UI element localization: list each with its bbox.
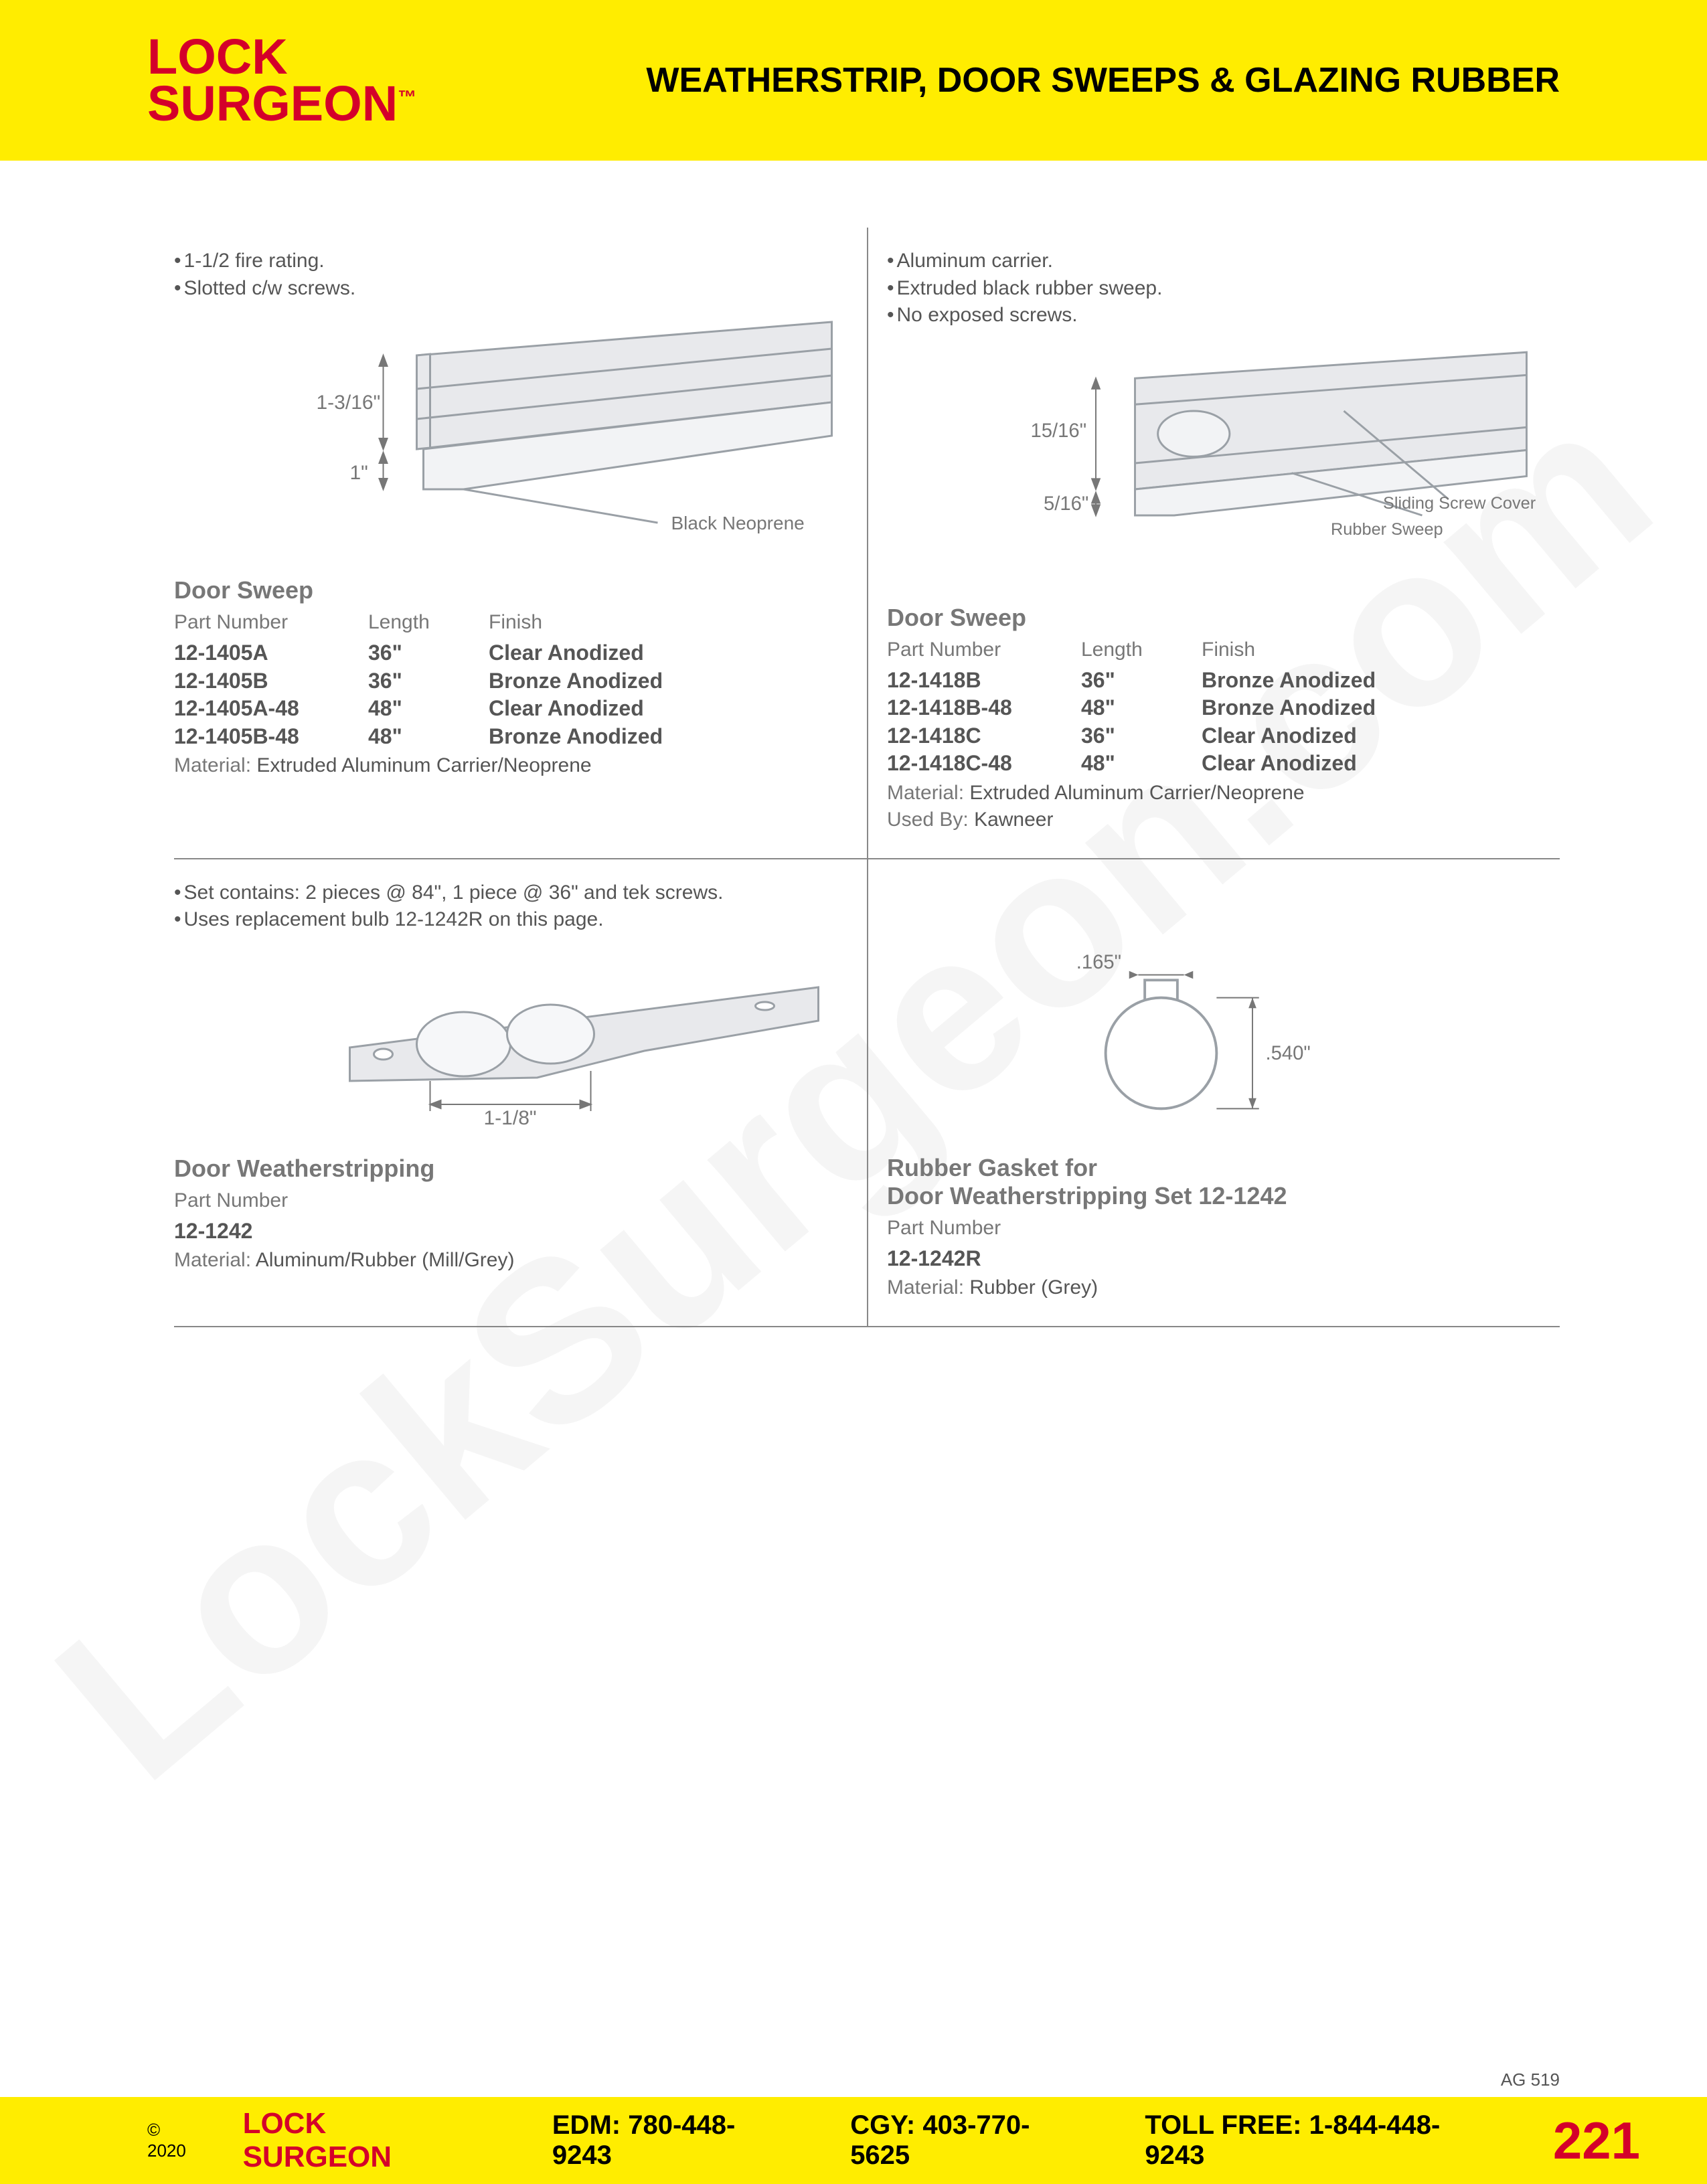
svg-text:1": 1" [350,462,368,484]
weatherstripping-diagram: 1-1/8" [174,947,847,1135]
brand-logo: LOCK SURGEON™ [147,33,416,128]
table-row: 12-1242R [887,1245,1540,1273]
product-bullets: Set contains: 2 pieces @ 84", 1 piece @ … [174,879,847,934]
material-line: Material: Extruded Aluminum Carrier/Neop… [174,754,847,777]
svg-text:Black Neoprene: Black Neoprene [671,513,805,533]
svg-text:.165": .165" [1076,952,1121,973]
bullet: Slotted c/w screws. [174,275,847,303]
page-number: 221 [1553,2110,1640,2171]
table-row: 12-1418B36"Bronze Anodized [887,667,1540,695]
bullet: No exposed screws. [887,302,1540,329]
vertical-divider [867,228,868,858]
page-header: LOCK SURGEON™ WEATHERSTRIP, DOOR SWEEPS … [0,0,1707,161]
door-sweep-diagram: 15/16" 5/16" Sliding Screw Cover Rubber … [887,343,1540,584]
table-header: Part Number Length Finish [887,639,1540,661]
table-row: 12-1418C-4848"Clear Anodized [887,750,1540,778]
bullet: 1-1/2 fire rating. [174,248,847,275]
vertical-divider [867,859,868,1327]
bullet: Set contains: 2 pieces @ 84", 1 piece @ … [174,879,847,907]
footer-cgy: CGY: 403-770-5625 [850,2110,1084,2171]
svg-text:1-3/16": 1-3/16" [317,392,381,414]
product-cell-3: Set contains: 2 pieces @ 84", 1 piece @ … [174,859,867,1327]
content-area: 1-1/2 fire rating. Slotted c/w screws. [0,161,1707,1327]
footer-brand: LOCK SURGEON [243,2107,479,2174]
bullet: Extruded black rubber sweep. [887,275,1540,303]
bullet: Aluminum carrier. [887,248,1540,275]
svg-text:.540": .540" [1266,1043,1311,1064]
page-footer: © 2020 LOCK SURGEON EDM: 780-448-9243 CG… [0,2097,1707,2184]
table-header: Part Number Length Finish [174,611,847,634]
product-bullets: Aluminum carrier. Extruded black rubber … [887,248,1540,329]
material-line: Material: Extruded Aluminum Carrier/Neop… [887,782,1540,805]
table-row: 12-1405B36"Bronze Anodized [174,667,847,695]
material-line: Material: Aluminum/Rubber (Mill/Grey) [174,1249,847,1272]
table-row: 12-1405A36"Clear Anodized [174,639,847,667]
table-row: 12-1405A-4848"Clear Anodized [174,695,847,723]
product-row: 1-1/2 fire rating. Slotted c/w screws. [174,228,1560,859]
product-row: Set contains: 2 pieces @ 84", 1 piece @ … [174,859,1560,1328]
table-row: 12-1242 [174,1217,847,1246]
product-title: Door Weatherstripping [174,1155,847,1183]
product-bullets: 1-1/2 fire rating. Slotted c/w screws. [174,248,847,302]
product-title: Door Sweep [887,604,1540,632]
usedby-line: Used By: Kawneer [887,809,1540,831]
svg-text:5/16": 5/16" [1044,493,1088,515]
svg-text:Sliding Screw Cover: Sliding Screw Cover [1383,494,1536,513]
table-header: Part Number [174,1189,847,1212]
footer-tollfree: TOLL FREE: 1-844-448-9243 [1145,2110,1492,2171]
product-cell-4: .165" .540" Rubber Gasket for Door Weath… [867,859,1560,1327]
logo-line2: SURGEON™ [147,80,416,127]
logo-line1: LOCK [147,33,416,80]
table-row: 12-1418B-4848"Bronze Anodized [887,694,1540,722]
product-title: Door Sweep [174,576,847,604]
table-row: 12-1418C36"Clear Anodized [887,722,1540,750]
rubber-gasket-diagram: .165" .540" [887,946,1540,1134]
document-code: AG 519 [1501,2070,1560,2090]
footer-edm: EDM: 780-448-9243 [552,2110,790,2171]
section-title: WEATHERSTRIP, DOOR SWEEPS & GLAZING RUBB… [646,60,1560,100]
material-line: Material: Rubber (Grey) [887,1276,1540,1299]
copyright: © 2020 [147,2120,203,2161]
table-row: 12-1405B-4848"Bronze Anodized [174,723,847,751]
table-header: Part Number [887,1217,1540,1240]
product-cell-2: Aluminum carrier. Extruded black rubber … [867,228,1560,858]
product-cell-1: 1-1/2 fire rating. Slotted c/w screws. [174,228,867,858]
door-sweep-diagram: 1-3/16" 1" Black Neoprene [174,315,847,556]
svg-text:1-1/8": 1-1/8" [484,1107,537,1129]
svg-text:15/16": 15/16" [1031,420,1087,442]
bullet: Uses replacement bulb 12-1242R on this p… [174,906,847,934]
svg-text:Rubber Sweep: Rubber Sweep [1331,520,1443,539]
product-title: Rubber Gasket for Door Weatherstripping … [887,1154,1540,1210]
